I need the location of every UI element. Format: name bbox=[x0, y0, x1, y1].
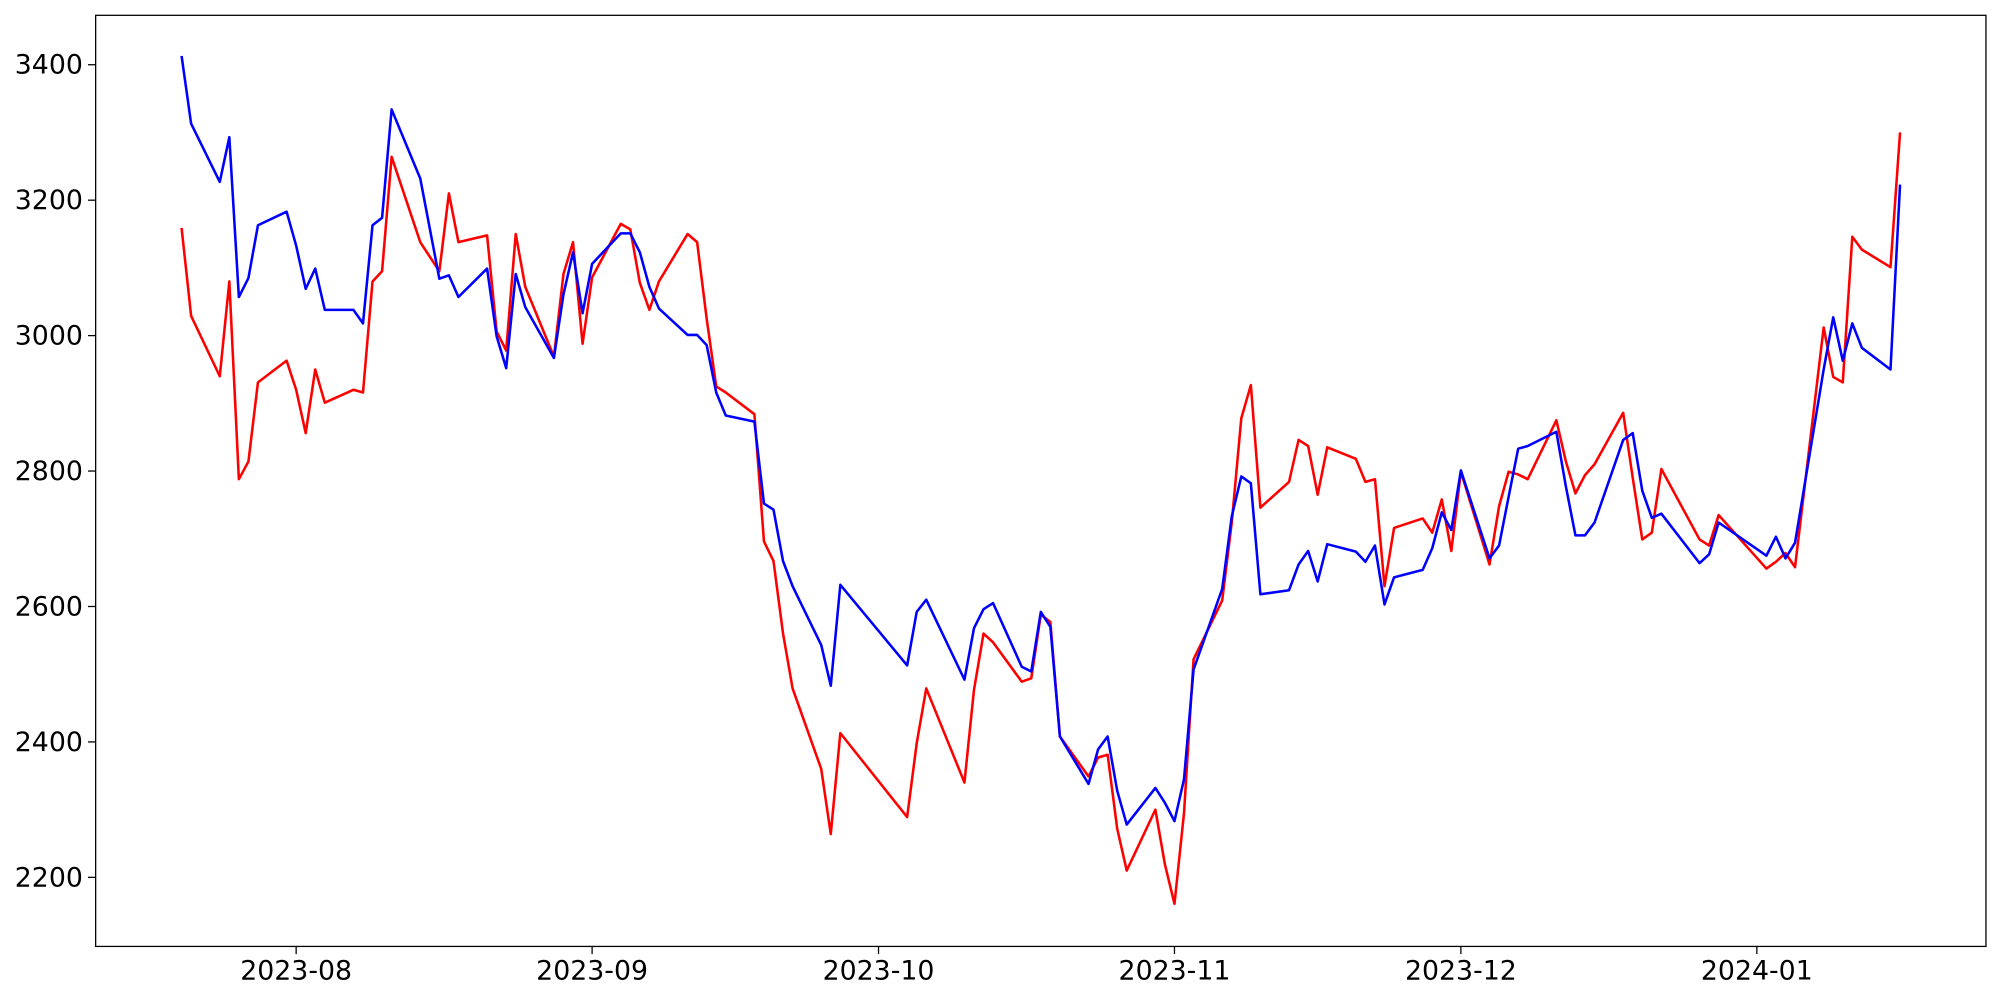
y-tick-label: 3200 bbox=[15, 185, 83, 216]
y-tick-label: 2400 bbox=[15, 727, 83, 758]
x-tick-label: 2023-08 bbox=[240, 956, 352, 987]
y-tick-label: 3000 bbox=[15, 321, 83, 352]
y-tick-label: 3400 bbox=[15, 50, 83, 81]
x-tick-label: 2023-12 bbox=[1405, 956, 1517, 987]
y-tick-label: 2200 bbox=[15, 862, 83, 893]
x-tick-label: 2023-10 bbox=[823, 956, 935, 987]
series-line bbox=[180, 55, 1902, 826]
x-tick-label: 2023-11 bbox=[1119, 956, 1231, 987]
y-tick-label: 2600 bbox=[15, 591, 83, 622]
plot-frame bbox=[95, 14, 1987, 948]
y-tick-label: 2800 bbox=[15, 456, 83, 487]
x-tick-label: 2024-01 bbox=[1701, 956, 1813, 987]
x-tick-label: 2023-09 bbox=[536, 956, 648, 987]
series-line bbox=[180, 132, 1902, 906]
